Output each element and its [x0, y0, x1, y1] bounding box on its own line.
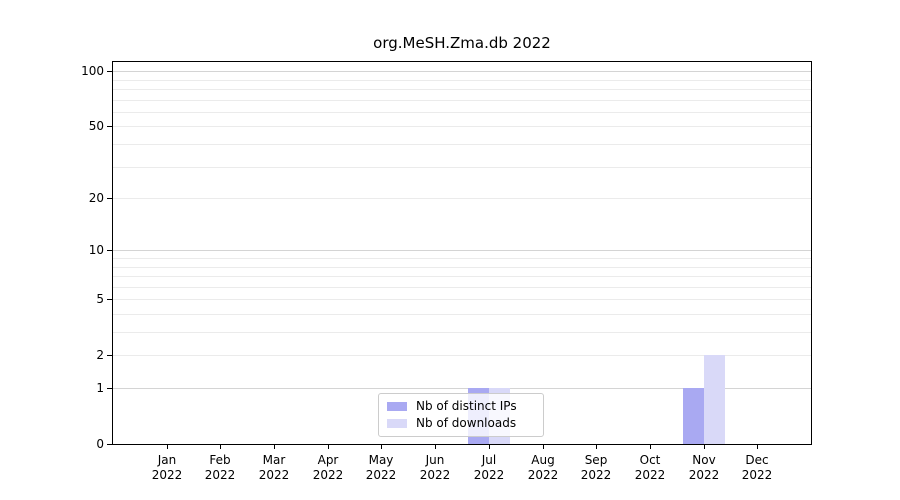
y-axis-tick-label: 5 — [96, 292, 104, 306]
x-axis-month-label: May — [368, 453, 394, 467]
x-axis-tick — [220, 445, 221, 449]
legend-item-distinct-ips: Nb of distinct IPs — [387, 399, 535, 414]
x-axis-month-label: Oct — [639, 453, 661, 467]
x-axis-tick — [381, 445, 382, 449]
gridline-minor — [113, 198, 811, 199]
gridline-minor — [113, 112, 811, 113]
x-axis-month-label: Jul — [481, 453, 497, 467]
y-axis-tick-label: 2 — [96, 348, 104, 362]
x-axis-label: May 2022 — [349, 453, 413, 483]
x-axis-month-label: Jan — [157, 453, 177, 467]
y-axis-tick — [107, 250, 113, 251]
x-axis-month-label: Jun — [425, 453, 445, 467]
x-axis-year-label: 2022 — [204, 468, 236, 482]
x-axis-year-label: 2022 — [580, 468, 612, 482]
chart-title: org.MeSH.Zma.db 2022 — [373, 34, 551, 52]
x-axis-label: Oct 2022 — [618, 453, 682, 483]
gridline-major — [113, 250, 811, 251]
legend-swatch-distinct-ips — [387, 402, 407, 411]
gridline-minor — [113, 299, 811, 300]
x-axis-tick — [328, 445, 329, 449]
y-axis-tick — [107, 198, 113, 199]
gridline-minor — [113, 89, 811, 90]
x-axis-tick — [650, 445, 651, 449]
legend-label-distinct-ips: Nb of distinct IPs — [416, 399, 517, 413]
x-axis-label: Dec 2022 — [725, 453, 789, 483]
gridline-minor — [113, 314, 811, 315]
x-axis-year-label: 2022 — [473, 468, 505, 482]
x-axis-year-label: 2022 — [365, 468, 397, 482]
gridline-major — [113, 71, 811, 72]
x-axis-label: Jun 2022 — [403, 453, 467, 483]
x-axis-year-label: 2022 — [258, 468, 290, 482]
x-axis-year-label: 2022 — [419, 468, 451, 482]
y-axis-tick-label: 100 — [81, 64, 104, 78]
x-axis-label: Jul 2022 — [457, 453, 521, 483]
gridline-minor — [113, 276, 811, 277]
x-axis-tick — [543, 445, 544, 449]
x-axis-year-label: 2022 — [312, 468, 344, 482]
y-axis-tick — [107, 71, 113, 72]
gridline-minor — [113, 80, 811, 81]
gridline-minor — [113, 332, 811, 333]
x-axis-label: Mar 2022 — [242, 453, 306, 483]
legend-swatch-downloads — [387, 419, 407, 428]
bar-distinct-ips — [683, 388, 704, 444]
legend: Nb of distinct IPs Nb of downloads — [378, 393, 544, 437]
legend-item-downloads: Nb of downloads — [387, 416, 535, 431]
gridline-minor — [113, 167, 811, 168]
y-axis-tick-label: 0 — [96, 437, 104, 451]
x-axis-label: Feb 2022 — [188, 453, 252, 483]
y-axis-tick — [107, 444, 113, 445]
y-axis-tick — [107, 388, 113, 389]
x-axis-year-label: 2022 — [688, 468, 720, 482]
x-axis-year-label: 2022 — [151, 468, 183, 482]
y-axis-tick — [107, 299, 113, 300]
y-axis-tick — [107, 355, 113, 356]
x-axis-label: Aug 2022 — [511, 453, 575, 483]
x-axis-tick — [704, 445, 705, 449]
gridline-minor — [113, 144, 811, 145]
y-axis-tick-label: 1 — [96, 381, 104, 395]
x-axis-label: Jan 2022 — [135, 453, 199, 483]
x-axis-year-label: 2022 — [634, 468, 666, 482]
y-axis-tick-label: 20 — [88, 191, 104, 205]
y-axis-tick-label: 10 — [88, 243, 104, 257]
x-axis-tick — [167, 445, 168, 449]
x-axis-tick — [435, 445, 436, 449]
x-axis-year-label: 2022 — [527, 468, 559, 482]
x-axis-month-label: Sep — [584, 453, 608, 467]
gridline-major — [113, 388, 811, 389]
x-axis-month-label: Apr — [317, 453, 339, 467]
gridline-minor — [113, 355, 811, 356]
x-axis-label: Apr 2022 — [296, 453, 360, 483]
gridline-minor — [113, 126, 811, 127]
x-axis-label: Nov 2022 — [672, 453, 736, 483]
gridline-minor — [113, 267, 811, 268]
y-axis-tick — [107, 126, 113, 127]
bar-downloads — [704, 355, 725, 444]
x-axis-month-label: Feb — [209, 453, 231, 467]
x-axis-month-label: Mar — [262, 453, 286, 467]
x-axis-month-label: Nov — [692, 453, 716, 467]
x-axis-tick — [757, 445, 758, 449]
gridline-minor — [113, 100, 811, 101]
legend-label-downloads: Nb of downloads — [416, 416, 517, 430]
x-axis-tick — [596, 445, 597, 449]
gridline-minor — [113, 287, 811, 288]
x-axis-tick — [489, 445, 490, 449]
x-axis-month-label: Dec — [745, 453, 769, 467]
y-axis-tick-label: 50 — [88, 119, 104, 133]
x-axis-label: Sep 2022 — [564, 453, 628, 483]
x-axis-tick — [274, 445, 275, 449]
x-axis-year-label: 2022 — [741, 468, 773, 482]
plot-area: Nb of distinct IPs Nb of downloads — [112, 61, 812, 445]
x-axis-month-label: Aug — [531, 453, 555, 467]
gridline-minor — [113, 258, 811, 259]
